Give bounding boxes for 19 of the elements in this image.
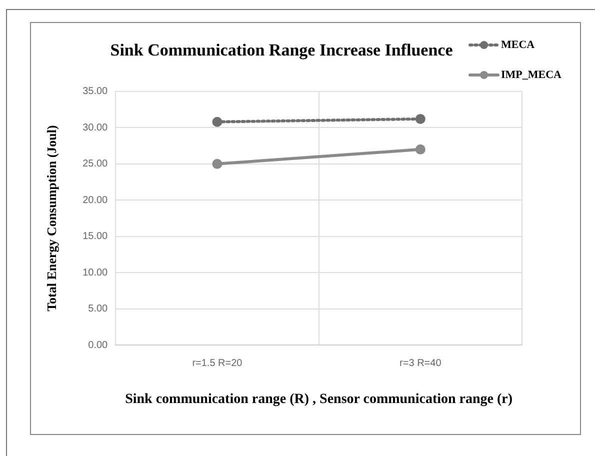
y-tick-label: 35.00 xyxy=(82,86,108,98)
y-axis-title: Total Energy Consumption (Joul) xyxy=(44,125,60,312)
y-tick-label: 10.00 xyxy=(82,267,108,278)
y-tick-label: 25.00 xyxy=(82,158,108,170)
y-tick-label: 30.00 xyxy=(82,122,108,134)
y-tick-label: 20.00 xyxy=(82,194,108,206)
x-tick-label: r=3 R=40 xyxy=(400,358,442,369)
legend-label: MECA xyxy=(501,38,535,51)
x-tick-label: r=1.5 R=20 xyxy=(192,358,243,369)
point xyxy=(415,114,426,124)
chart-title: Sink Communication Range Increase Influence xyxy=(110,40,454,60)
y-tick-label: 5.00 xyxy=(88,304,108,315)
point xyxy=(212,158,222,169)
point xyxy=(212,116,222,127)
y-tick-label: 15.00 xyxy=(82,231,108,242)
y-tick-label: 0.00 xyxy=(88,340,108,351)
legend-label: IMP_MECA xyxy=(501,68,562,81)
point xyxy=(415,144,426,154)
x-axis-title: Sink communication range (R) , Sensor communication range (r) xyxy=(125,392,513,408)
